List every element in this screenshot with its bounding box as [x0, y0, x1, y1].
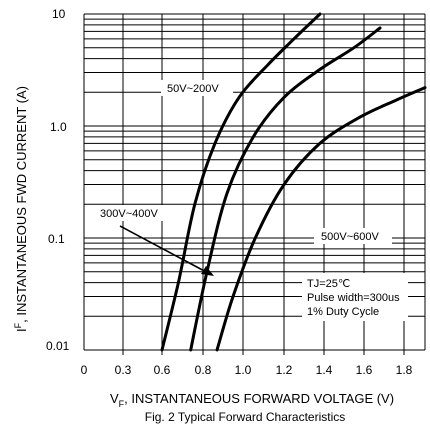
- series-label-500-600v: 500V~600V: [321, 231, 379, 243]
- figure-caption: Fig. 2 Typical Forward Characteristics: [145, 410, 346, 424]
- x-tick-label: 1.6: [356, 363, 373, 377]
- arrow-head-icon: [201, 266, 214, 276]
- y-tick-label: 10: [52, 7, 66, 21]
- x-tick-label: 0.6: [154, 363, 171, 377]
- x-tick-label: 1.4: [316, 363, 333, 377]
- series-label-arrow: [119, 225, 211, 275]
- x-tick-label: 0.3: [115, 363, 132, 377]
- series-label-300-400v: 300V~400V: [100, 208, 158, 220]
- condition-pulse-width: Pulse width=300us: [307, 292, 400, 304]
- series-line-3: [215, 86, 427, 352]
- series-label-50-200v: 50V~200V: [167, 83, 219, 95]
- x-tick-label: 1.2: [276, 363, 293, 377]
- y-tick-label: 0.01: [46, 339, 70, 353]
- x-tick-label: 1.0: [235, 363, 252, 377]
- condition-duty-cycle: 1% Duty Cycle: [307, 306, 379, 318]
- condition-temperature: TJ=25℃: [307, 278, 350, 290]
- y-axis-title: IF, INSTANTANEOUS FWD CURRENT (A): [13, 86, 29, 332]
- y-tick-label: 0.1: [48, 232, 65, 246]
- y-tick-label: 1.0: [50, 120, 67, 134]
- x-tick-label: 0.8: [195, 363, 212, 377]
- x-tick-label: 1.8: [396, 363, 413, 377]
- x-axis-title: VF, INSTANTANEOUS FORWARD VOLTAGE (V): [110, 391, 394, 409]
- x-tick-label: 0: [81, 363, 88, 377]
- series-line-1: [160, 12, 322, 352]
